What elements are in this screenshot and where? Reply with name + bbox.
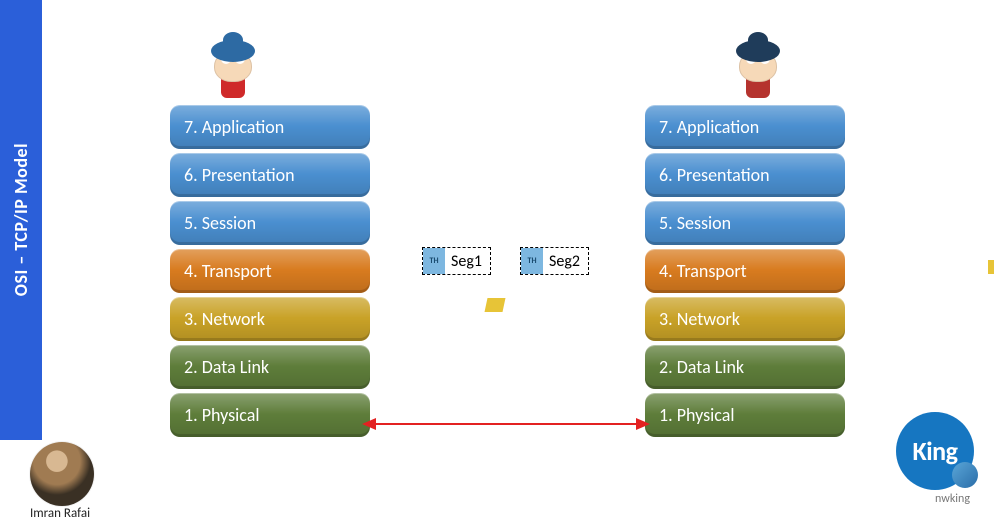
layer-label: 5. Session bbox=[184, 212, 256, 234]
segment-header: TH bbox=[423, 248, 445, 274]
character-hat bbox=[211, 40, 255, 62]
layer-label: 7. Application bbox=[659, 116, 759, 138]
layer-label: 5. Session bbox=[659, 212, 731, 234]
layer-2: 2. Data Link bbox=[645, 345, 845, 389]
layer-1: 1. Physical bbox=[645, 393, 845, 437]
segment-label: Seg1 bbox=[445, 252, 490, 271]
layer-7: 7. Application bbox=[645, 105, 845, 149]
layer-label: 2. Data Link bbox=[659, 356, 744, 378]
layer-label: 6. Presentation bbox=[184, 164, 295, 186]
segment-header: TH bbox=[521, 248, 543, 274]
layer-5: 5. Session bbox=[170, 201, 370, 245]
sender-character bbox=[195, 28, 269, 108]
edge-marker bbox=[988, 260, 994, 274]
layer-6: 6. Presentation bbox=[170, 153, 370, 197]
brand-logo-text: King bbox=[913, 435, 958, 467]
character-hat bbox=[736, 40, 780, 62]
sidebar-title: OSI – TCP/IP Model bbox=[10, 143, 32, 296]
layer-6: 6. Presentation bbox=[645, 153, 845, 197]
layer-2: 2. Data Link bbox=[170, 345, 370, 389]
layer-3: 3. Network bbox=[645, 297, 845, 341]
author-name: Imran Rafai bbox=[30, 506, 90, 521]
physical-link-arrow bbox=[375, 423, 637, 425]
mini-note-icon bbox=[485, 298, 506, 312]
layer-label: 3. Network bbox=[184, 308, 265, 330]
layer-label: 1. Physical bbox=[659, 404, 735, 426]
arrow-head-right bbox=[636, 418, 650, 430]
segment-2: TH Seg2 bbox=[520, 247, 589, 275]
layer-label: 2. Data Link bbox=[184, 356, 269, 378]
osi-stack-receiver: 7. Application 6. Presentation 5. Session 4… bbox=[645, 105, 845, 437]
layer-label: 1. Physical bbox=[184, 404, 260, 426]
layer-3: 3. Network bbox=[170, 297, 370, 341]
segment-1: TH Seg1 bbox=[422, 247, 491, 275]
layer-label: 6. Presentation bbox=[659, 164, 770, 186]
layer-label: 3. Network bbox=[659, 308, 740, 330]
layer-4: 4. Transport bbox=[645, 249, 845, 293]
layer-label: 4. Transport bbox=[184, 260, 272, 282]
osi-stack-sender: 7. Application 6. Presentation 5. Session 4… bbox=[170, 105, 370, 437]
author-avatar bbox=[30, 442, 94, 506]
layer-5: 5. Session bbox=[645, 201, 845, 245]
segment-label: Seg2 bbox=[543, 252, 588, 271]
brand-site: nwking bbox=[935, 492, 970, 506]
layer-label: 4. Transport bbox=[659, 260, 747, 282]
receiver-character bbox=[720, 28, 794, 108]
layer-1: 1. Physical bbox=[170, 393, 370, 437]
layer-4: 4. Transport bbox=[170, 249, 370, 293]
sidebar: OSI – TCP/IP Model bbox=[0, 0, 42, 440]
brand-logo: King bbox=[896, 412, 974, 490]
arrow-head-left bbox=[362, 418, 376, 430]
layer-7: 7. Application bbox=[170, 105, 370, 149]
layer-label: 7. Application bbox=[184, 116, 284, 138]
